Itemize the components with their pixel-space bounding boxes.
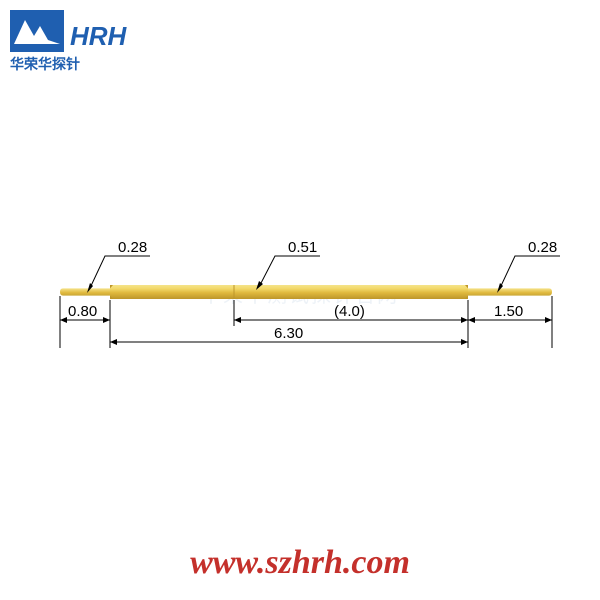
- label-dia-left: 0.28: [118, 239, 147, 256]
- pin-left-tip: [60, 288, 110, 295]
- pin-technical-drawing: 0.28 0.51 0.28 0.80 (4.0) 1.50 6.30: [0, 0, 600, 600]
- label-len-inner: (4.0): [334, 303, 365, 320]
- label-len-tip-left: 0.80: [68, 303, 97, 320]
- label-len-body: 6.30: [274, 325, 303, 342]
- label-dia-body: 0.51: [288, 239, 317, 256]
- pin-body-group: [60, 285, 552, 299]
- extension-lines: [60, 296, 552, 348]
- leader-dia-right: [500, 256, 560, 288]
- label-dia-right: 0.28: [528, 239, 557, 256]
- pin-right-tip: [468, 288, 552, 295]
- footer-url[interactable]: www.szhrh.com: [0, 544, 600, 582]
- leader-dia-body: [260, 256, 320, 285]
- label-len-tip-right: 1.50: [494, 303, 523, 320]
- pin-barrel: [110, 285, 468, 299]
- leader-dia-left: [90, 256, 150, 288]
